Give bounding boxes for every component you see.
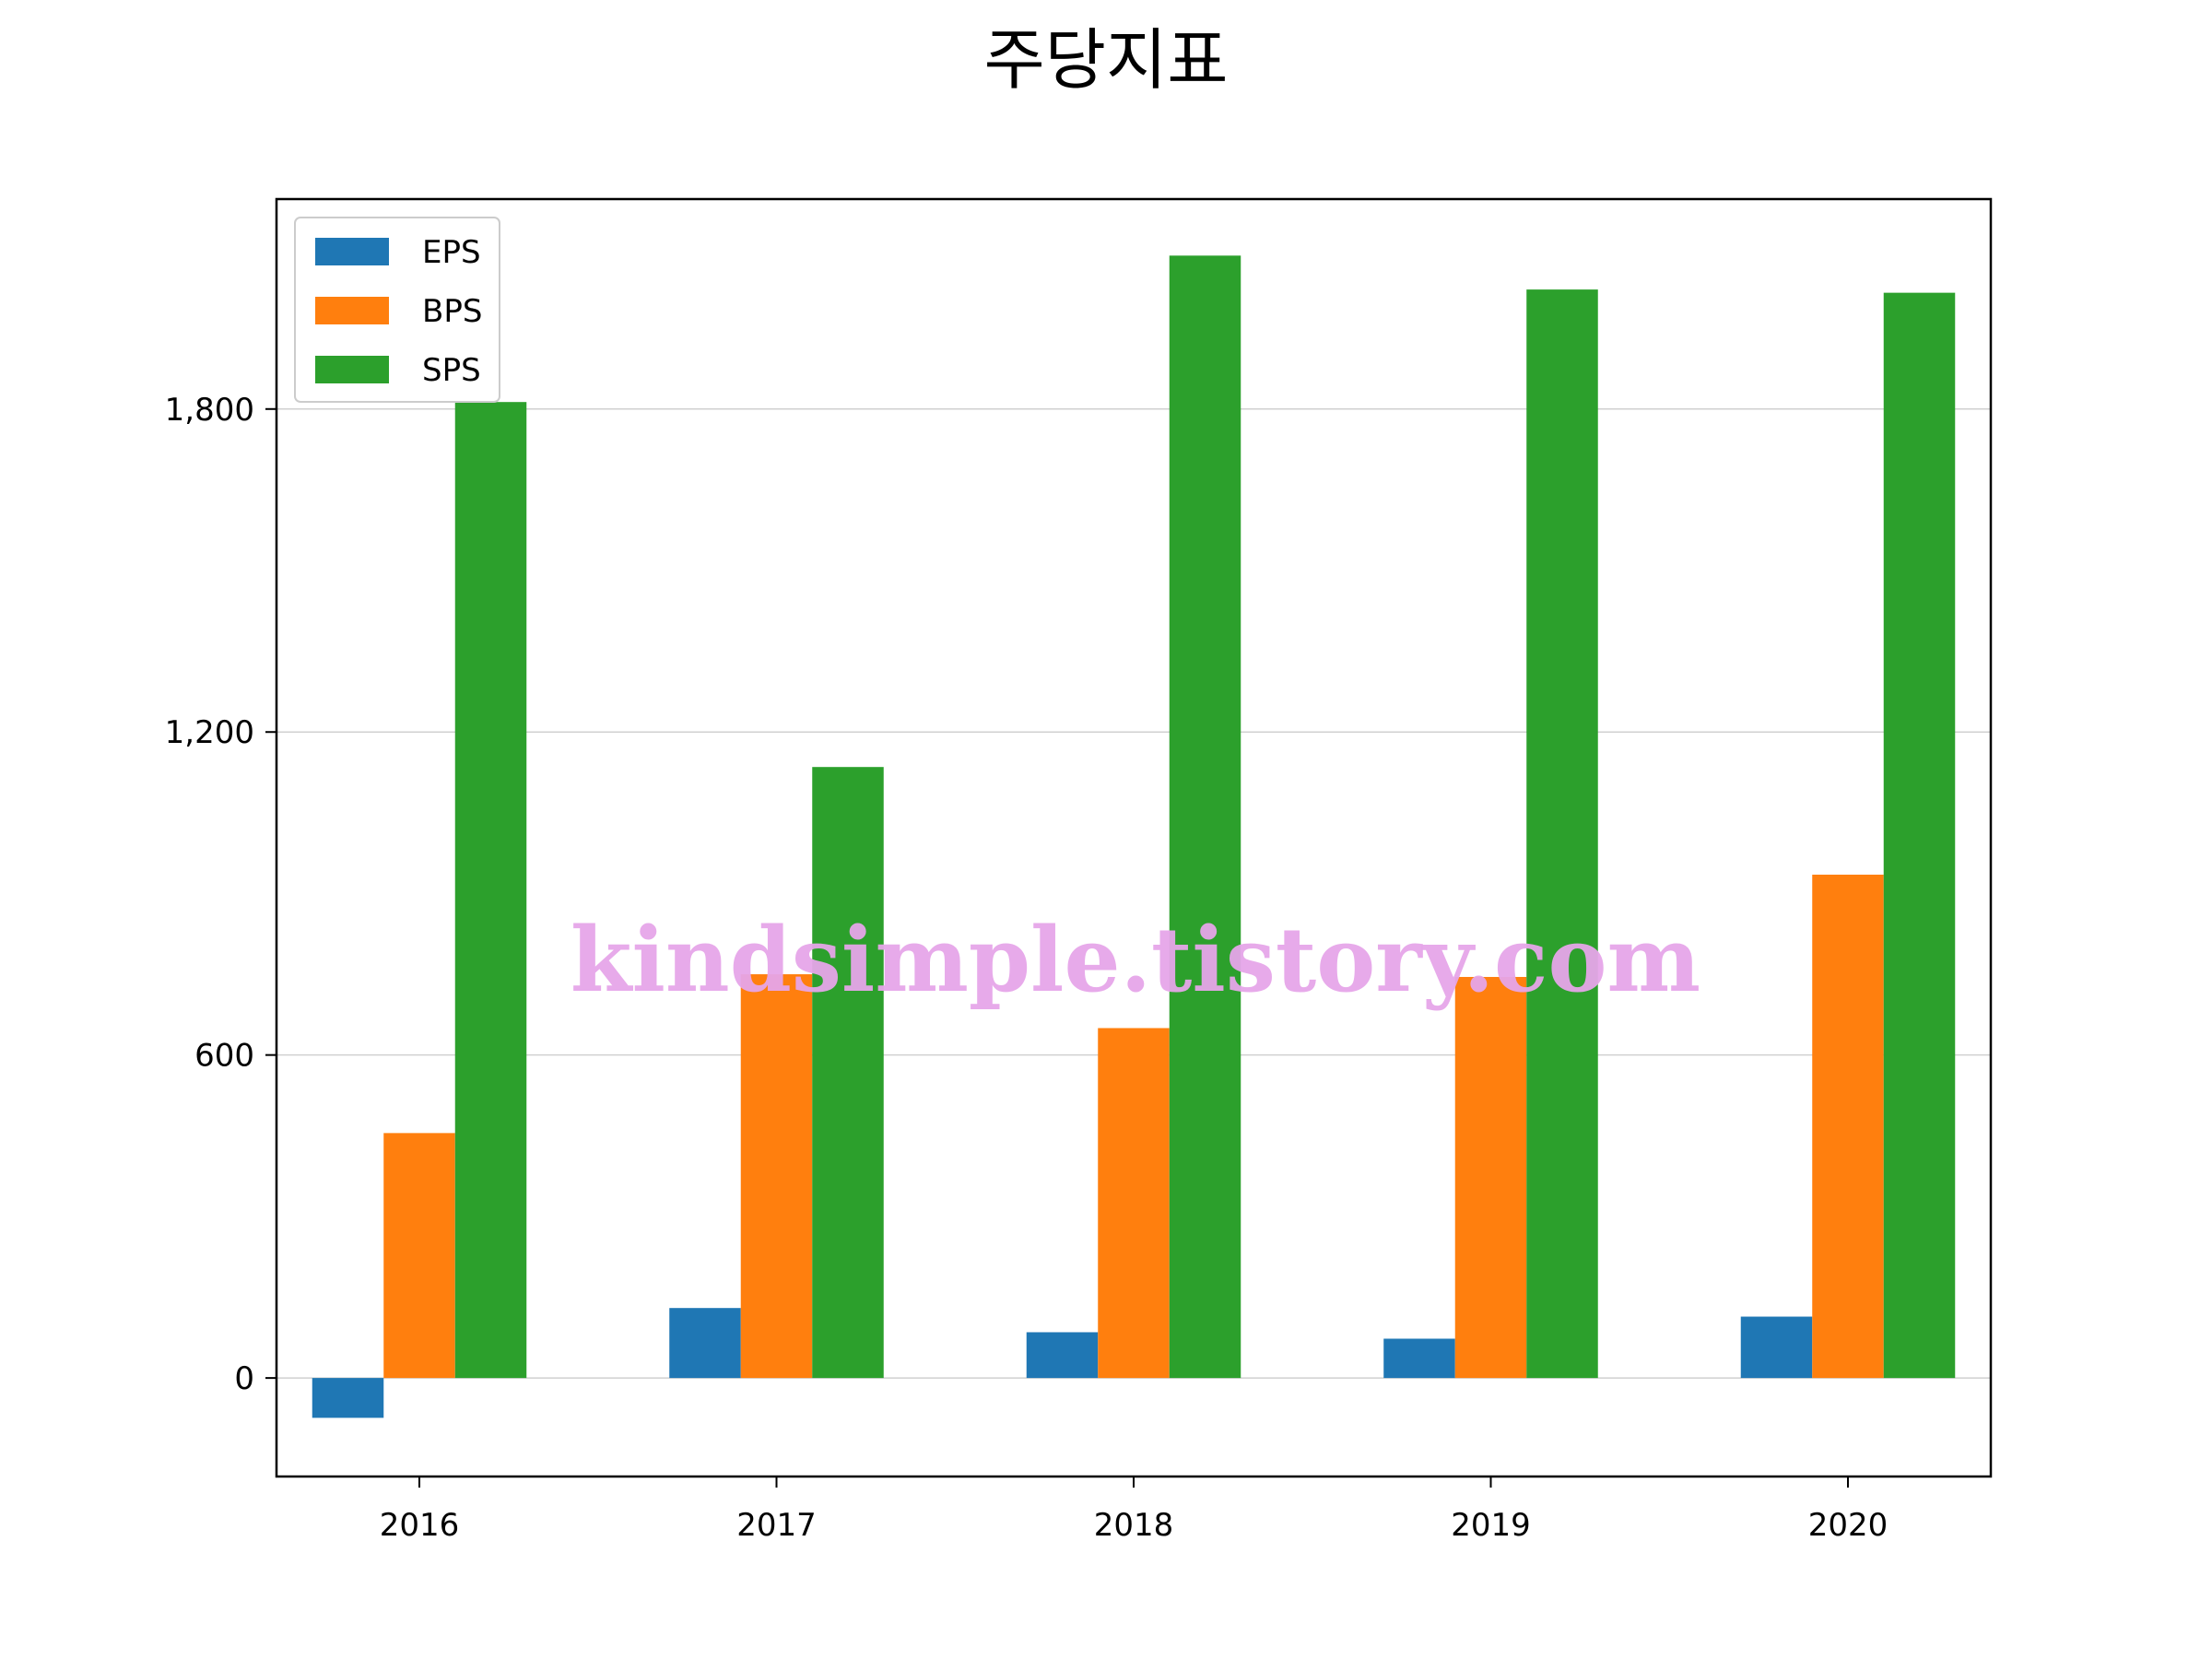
bar-eps-2020 bbox=[1740, 1316, 1813, 1379]
legend-swatch-sps bbox=[315, 356, 389, 383]
axis-ticks: 0 600 1,200 1,800 2016 2017 2018 2019 2020 bbox=[165, 392, 1888, 1544]
legend: EPS BPS SPS bbox=[294, 217, 500, 403]
bar-sps-2017 bbox=[812, 767, 884, 1379]
bar-sps-2019 bbox=[1526, 289, 1598, 1379]
y-tick-label: 600 bbox=[194, 1038, 254, 1075]
watermark-text: kindsimple.tistory.com bbox=[571, 908, 1700, 1012]
y-tick-label: 1,200 bbox=[165, 714, 254, 751]
legend-swatch-bps bbox=[315, 297, 389, 324]
bar-sps-2020 bbox=[1883, 292, 1956, 1379]
bar-eps-2019 bbox=[1383, 1338, 1455, 1379]
legend-label-bps: BPS bbox=[422, 293, 482, 330]
y-tick-label: 0 bbox=[234, 1360, 254, 1397]
x-tick-label: 2016 bbox=[380, 1507, 460, 1544]
x-tick-label: 2017 bbox=[736, 1507, 817, 1544]
x-tick-label: 2020 bbox=[1808, 1507, 1888, 1544]
bar-bps-2018 bbox=[1098, 1028, 1170, 1379]
legend-label-eps: EPS bbox=[422, 234, 481, 271]
bar-bps-2016 bbox=[383, 1133, 455, 1379]
bar-eps-2016 bbox=[312, 1378, 384, 1418]
x-tick-label: 2018 bbox=[1094, 1507, 1174, 1544]
bars bbox=[312, 255, 1956, 1418]
bar-eps-2018 bbox=[1026, 1332, 1099, 1379]
bar-sps-2018 bbox=[1169, 255, 1241, 1379]
bar-bps-2019 bbox=[1454, 976, 1527, 1379]
legend-label-sps: SPS bbox=[422, 352, 481, 389]
bar-bps-2020 bbox=[1812, 875, 1884, 1379]
bar-eps-2017 bbox=[669, 1308, 741, 1379]
y-tick-label: 1,800 bbox=[165, 392, 254, 429]
chart-title: 주당지표 bbox=[984, 21, 1229, 99]
x-tick-label: 2019 bbox=[1451, 1507, 1531, 1544]
bar-sps-2016 bbox=[454, 402, 527, 1379]
bar-bps-2017 bbox=[740, 974, 813, 1379]
legend-swatch-eps bbox=[315, 238, 389, 265]
